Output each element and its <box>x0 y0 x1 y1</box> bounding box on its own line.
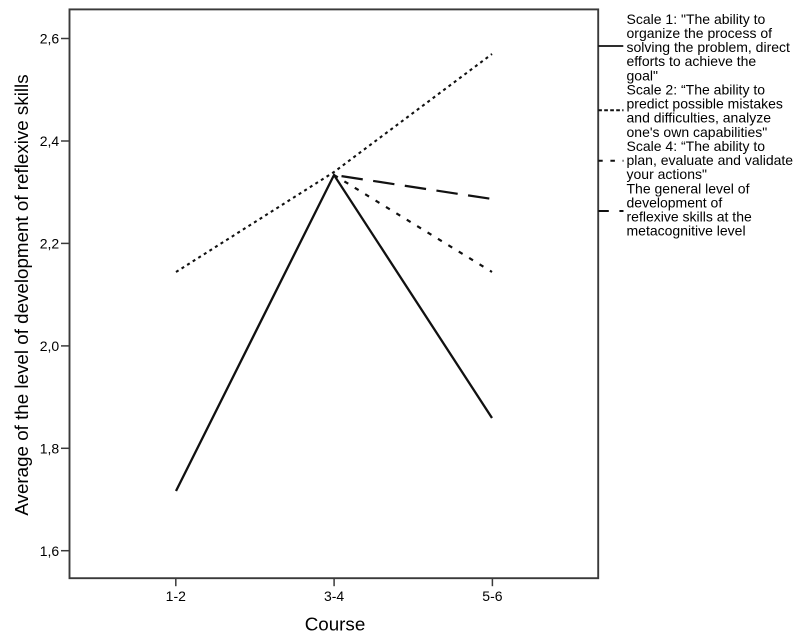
svg-text:development of: development of <box>627 195 723 211</box>
svg-text:5-6: 5-6 <box>482 588 502 604</box>
svg-text:your actions": your actions" <box>627 166 707 182</box>
svg-text:3-4: 3-4 <box>324 588 344 604</box>
svg-text:Course: Course <box>305 613 366 634</box>
svg-text:1,6: 1,6 <box>40 543 60 559</box>
svg-text:2,6: 2,6 <box>40 31 60 47</box>
svg-text:2,0: 2,0 <box>40 338 60 354</box>
svg-text:1-2: 1-2 <box>166 588 186 604</box>
svg-text:and difficulties, analyze: and difficulties, analyze <box>627 110 772 126</box>
svg-text:2,4: 2,4 <box>40 133 60 149</box>
svg-text:Scale 2: “The ability to: Scale 2: “The ability to <box>627 82 766 98</box>
svg-text:Average of the level of develo: Average of the level of development of r… <box>11 74 32 515</box>
svg-text:organize the process of: organize the process of <box>627 25 773 41</box>
svg-text:predict possible mistakes: predict possible mistakes <box>627 96 783 112</box>
svg-text:solving the problem, direct: solving the problem, direct <box>627 39 791 55</box>
svg-text:1,8: 1,8 <box>40 440 60 456</box>
svg-text:Scale 4: “The ability to: Scale 4: “The ability to <box>627 138 766 154</box>
svg-text:reflexive skills at the: reflexive skills at the <box>627 209 752 225</box>
svg-text:one's own capabilities": one's own capabilities" <box>627 124 768 140</box>
svg-text:efforts to achieve the: efforts to achieve the <box>627 53 757 69</box>
svg-text:Scale 1: "The ability to: Scale 1: "The ability to <box>627 11 766 27</box>
svg-text:plan, evaluate and validate: plan, evaluate and validate <box>627 152 794 168</box>
svg-text:The general level of: The general level of <box>627 180 750 196</box>
svg-text:metacognitive level: metacognitive level <box>627 223 746 239</box>
svg-text:2,2: 2,2 <box>40 236 60 252</box>
svg-text:goal": goal" <box>627 67 658 83</box>
